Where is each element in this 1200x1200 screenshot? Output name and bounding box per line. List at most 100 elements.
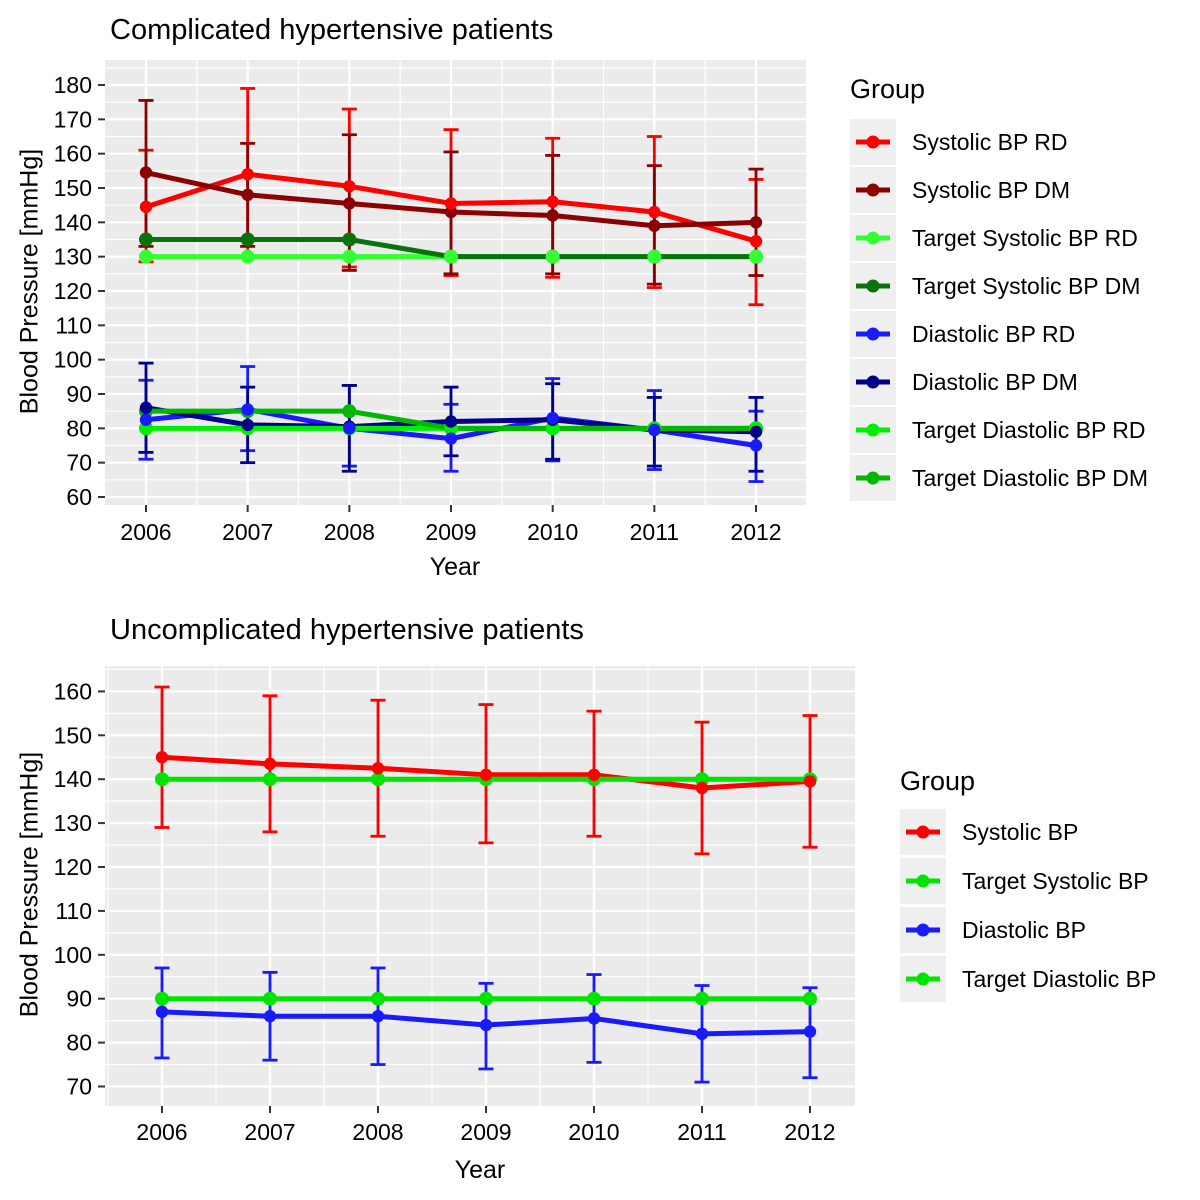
legend-key-dot [866,423,880,437]
data-point [139,200,153,214]
data-point [155,772,169,787]
series-points-diastolic-bp-rd [139,403,763,452]
data-point [749,249,764,264]
x-tick-label: 2009 [460,1119,511,1145]
y-tick-label: 180 [54,72,92,98]
data-point [139,249,153,264]
y-tick-label: 90 [66,986,92,1012]
data-point [803,775,817,788]
data-point [155,751,169,764]
y-tick-label: 80 [66,1030,92,1056]
x-tick-label: 2011 [630,519,679,545]
legend-label: Target Systolic BP RD [912,225,1138,251]
series-points-systolic-bp [155,751,817,795]
data-point [371,1010,385,1023]
x-tick-label: 2009 [425,519,476,545]
legend-item-diastolic-bp: Diastolic BP [900,907,1086,953]
series-points-systolic-bp-rd [139,168,763,248]
legend-item-diastolic-bp-dm: Diastolic BP DM [850,359,1078,405]
series-points-target-systolic-bp-rd [139,249,764,264]
legend-item-target-systolic-bp-rd: Target Systolic BP RD [850,215,1138,261]
legend-title: Group [850,74,925,104]
data-point [695,772,709,787]
data-point [647,249,662,264]
data-point [444,432,458,445]
y-tick-label: 80 [66,415,92,441]
data-point [263,757,277,771]
data-point [695,781,709,795]
data-point [444,205,458,219]
x-tick-label: 2010 [568,1119,619,1145]
legend-key-dot [916,972,930,986]
y-tick-label: 120 [54,278,92,304]
legend-item-target-diastolic-bp-dm: Target Diastolic BP DM [850,455,1148,501]
data-point [545,249,560,264]
data-point [371,762,385,775]
y-tick-label: 160 [54,678,92,704]
data-point [241,168,254,181]
data-point [749,425,763,438]
x-tick-label: 2010 [527,519,578,545]
legend-label: Target Diastolic BP RD [912,417,1146,443]
data-point [749,235,763,248]
x-tick-label: 2006 [120,519,171,545]
y-axis-label-uncomplicated: Blood Pressure [mmHg] [15,751,44,1018]
x-tick-label: 2007 [244,1119,295,1145]
data-point [343,197,356,210]
y-tick-label: 130 [54,810,92,836]
y-tick-label: 70 [66,450,92,476]
x-axis-label-complicated: Year [429,553,481,581]
legend-label: Systolic BP DM [912,177,1070,203]
data-point [263,1010,277,1023]
legend-key-dot [866,135,880,149]
plot-panel [105,666,855,1106]
data-point [587,1012,601,1025]
legend-key-dot [916,874,930,888]
data-point [749,216,763,229]
y-tick-label: 140 [54,209,92,235]
data-point [343,180,356,193]
data-point [139,232,153,247]
legend: Group Systolic BP RD Systolic BP DM Target … [850,74,1148,501]
y-tick-label: 160 [54,141,92,167]
y-tick-label: 150 [54,722,92,748]
data-point [343,422,356,435]
data-point [139,401,153,414]
data-point [546,411,559,425]
data-point [695,1027,709,1041]
y-tick-label: 170 [54,106,92,132]
data-point [695,991,709,1006]
data-point [479,1018,493,1032]
y-tick-label: 110 [55,898,92,924]
data-point [241,418,254,432]
data-point [155,991,169,1006]
y-axis-label-complicated: Blood Pressure [mmHg] [15,148,44,415]
data-point [241,188,254,202]
x-tick-label: 2006 [136,1119,187,1145]
legend-label: Diastolic BP DM [912,369,1078,395]
legend-label: Diastolic BP RD [912,321,1075,347]
data-point [139,413,153,426]
y-tick-label: 130 [54,244,92,270]
data-point [263,772,277,787]
data-point [139,166,153,179]
data-point [342,232,357,247]
data-point [648,423,661,437]
legend-label: Target Systolic BP DM [912,273,1140,299]
legend-item-target-diastolic-bp-rd: Target Diastolic BP RD [850,407,1146,453]
x-tick-label: 2011 [677,1119,726,1145]
legend-item-systolic-bp: Systolic BP [900,809,1078,855]
data-point [155,1005,169,1019]
legend-label: Target Diastolic BP [962,966,1156,992]
data-point [479,768,493,782]
x-axis-label-uncomplicated: Year [454,1156,506,1184]
legend-key-dot [866,231,880,245]
legend-label: Systolic BP RD [912,129,1068,155]
legend-title: Group [900,766,975,796]
x-tick-label: 2008 [324,519,375,545]
data-point [263,991,277,1006]
legend: Group Systolic BP Target Systolic BP Diasto… [900,766,1156,1002]
x-tick-label: 2008 [352,1119,403,1145]
data-point [371,772,385,787]
y-tick-label: 70 [66,1074,92,1100]
